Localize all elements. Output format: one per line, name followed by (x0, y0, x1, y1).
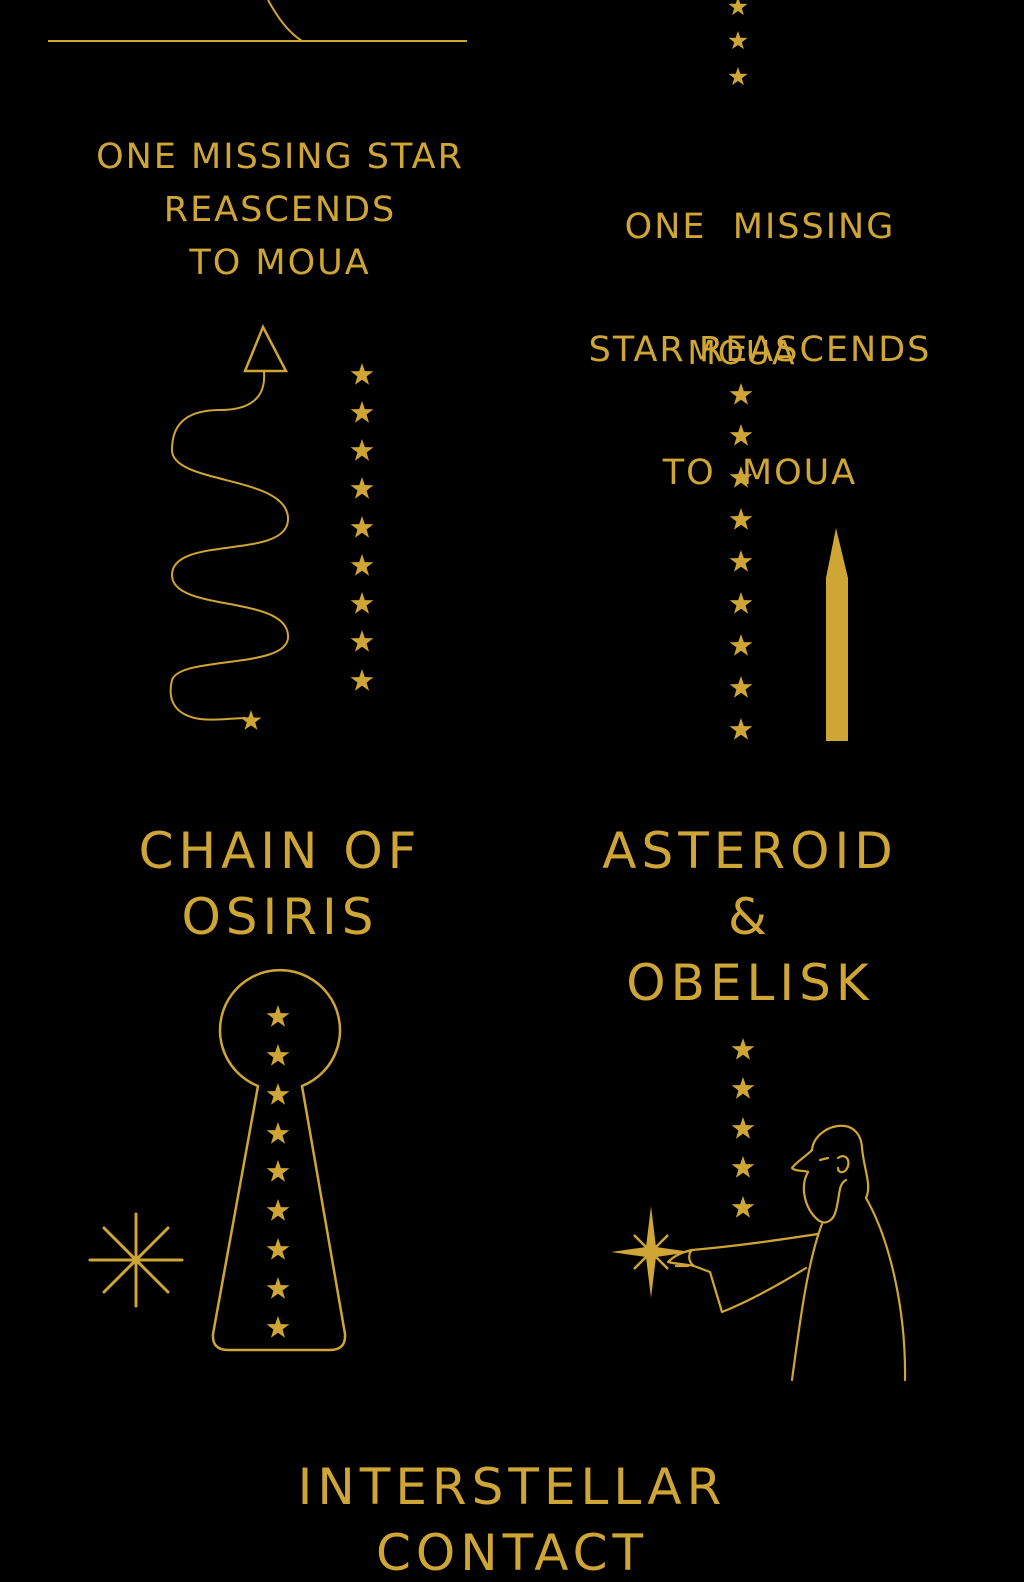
interstellar-contact-title: INTERSTELLAR CONTACT (262, 1462, 762, 1578)
interstellar-contact-title-line-1: INTERSTELLAR (297, 1458, 727, 1516)
top-left-caption-line-1: ONE MISSING STAR (96, 137, 464, 177)
keyhole-star-column (266, 1005, 290, 1338)
top-right-caption-line-1: ONE MISSING (624, 207, 896, 247)
obelisk-icon (826, 528, 848, 741)
sparkle-star-icon (611, 1206, 691, 1298)
keyhole-icon (211, 968, 347, 1352)
top-left-remnant-line (48, 0, 467, 42)
top-right-caption-line-3: TO MOUA (662, 453, 858, 493)
top-right-caption-line-2: STAR REASCENDS (588, 330, 932, 370)
asteroid-obelisk-title-line-1: ASTEROID (602, 822, 898, 880)
asteroid-obelisk-title: ASTEROID & OBELISK (545, 826, 955, 1008)
chain-of-osiris-title-line-1: CHAIN OF (138, 822, 422, 880)
top-left-star-column (350, 363, 374, 691)
top-left-caption-line-3: TO MOUA (189, 243, 371, 283)
path-end-star (240, 710, 262, 730)
top-left-caption-line-2: REASCENDS (163, 190, 397, 230)
top-right-caption: ONE MISSING STAR REASCENDS TO MOUA (555, 140, 965, 526)
wavy-path-triangle-icon (169, 324, 290, 721)
chain-of-osiris-title-line-2: OSIRIS (181, 888, 379, 946)
sage-pointing-figure-icon (666, 1124, 907, 1382)
middle-right-star-column (731, 1038, 755, 1218)
moua-marker-label: MOUA (687, 333, 797, 372)
top-left-caption: ONE MISSING STAR REASCENDS TO MOUA (70, 140, 490, 281)
asteroid-obelisk-title-line-2: & (728, 888, 772, 946)
asteroid-obelisk-title-line-3: OBELISK (626, 954, 874, 1012)
artwork-canvas (48, 0, 907, 1382)
asterisk-spark-icon (88, 1212, 184, 1308)
top-right-remnant-stars (728, 0, 748, 86)
chain-of-osiris-title: CHAIN OF OSIRIS (70, 826, 490, 942)
